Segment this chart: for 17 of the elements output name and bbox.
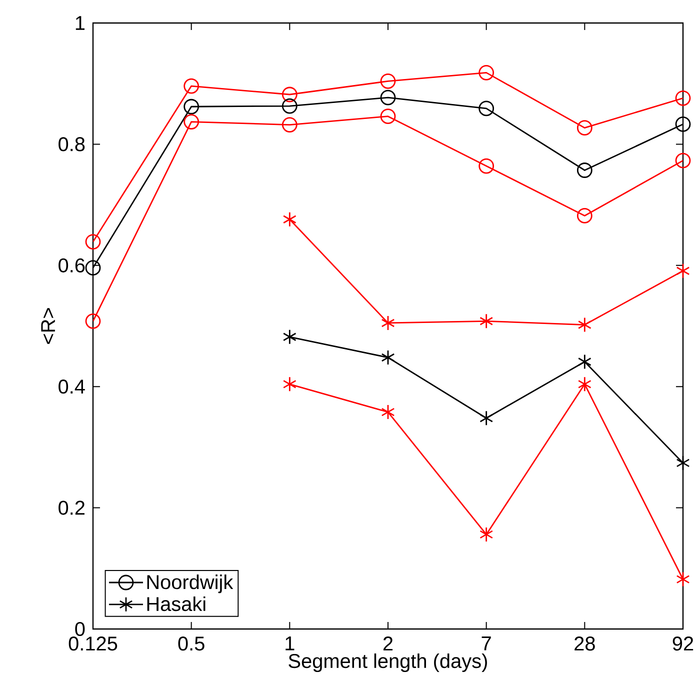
x-tick-label: 0.125 — [68, 636, 117, 651]
x-tick-label: 0.5 — [178, 636, 204, 651]
y-tick-label: 0 — [74, 622, 85, 636]
x-tick-label: 7 — [482, 636, 491, 650]
y-tick-label: 0.2 — [58, 500, 84, 515]
x-tick-label: 2 — [383, 636, 392, 650]
y-tick-label: 0.4 — [58, 380, 85, 394]
x-tick-label: 1 — [285, 636, 294, 650]
legend-label: Hasaki — [147, 596, 206, 612]
y-tick-label: 1 — [76, 16, 84, 30]
y-tick-label: 0.8 — [58, 137, 84, 152]
y-axis-title: <R> — [41, 308, 55, 344]
y-tick-label: 0.6 — [58, 258, 84, 272]
legend-label: Noordwijk — [147, 574, 233, 594]
x-tick-label: 28 — [574, 636, 595, 651]
x-axis-title: Segment length (days) — [288, 653, 487, 672]
x-tick-label: 92 — [672, 636, 693, 651]
